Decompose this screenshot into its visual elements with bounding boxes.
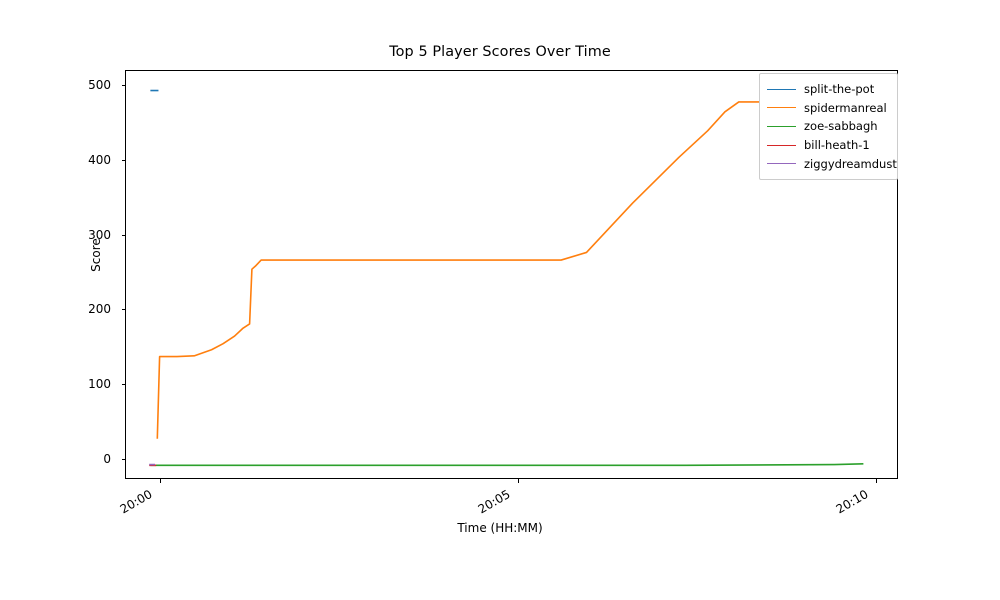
ytick-mark-400 [121,159,126,161]
legend-color-swatch-icon-4 [767,163,796,165]
ytick-label-200: 200 [88,302,111,317]
legend-label-3: bill-heath-1 [804,138,870,153]
legend-item-3: bill-heath-1 [767,136,890,155]
legend-label-4: ziggydreamdust [804,156,897,171]
xtick-label-2010: 20:10 [833,487,871,517]
ytick-label-500: 500 [88,78,111,92]
ytick-label-0: 0 [103,452,111,466]
legend-color-swatch-icon-0 [767,88,796,90]
ytick-mark-300 [121,234,126,236]
chart-plot-area [149,89,893,467]
xtick-label-2000: 20:00 [117,487,155,517]
xtick-label-2005: 20:05 [475,487,513,517]
legend-color-swatch-icon-3 [767,144,796,146]
legend-item-4: ziggydreamdust [767,154,897,173]
ytick-label-300: 300 [88,227,111,242]
legend-item-2: zoe-sabbagh [767,117,890,136]
ytick-mark-500 [121,85,126,87]
x-axis-label: Time (HH:MM) [457,521,543,535]
legend-color-swatch-icon-1 [767,107,796,109]
ytick-mark-200 [121,309,126,311]
series-line-spidermanreal [156,101,893,439]
legend-color-swatch-icon-2 [767,125,796,127]
chart-title: Top 5 Player Scores Over Time [389,44,611,60]
xtick-mark-2010 [876,479,878,483]
ytick-mark-100 [121,384,126,386]
series-line-zoe-sabbagh [150,463,864,467]
ytick-label-400: 400 [88,152,111,167]
legend-label-1: spidermanreal [804,100,887,115]
legend-label-0: split-the-pot [804,82,875,97]
y-axis-label: Score [89,238,103,272]
ytick-label-100: 100 [88,377,111,392]
legend-item-0: split-the-pot [767,80,890,99]
legend-item-1: spidermanreal [767,99,890,118]
xtick-mark-2000 [160,479,162,483]
ytick-mark-0 [121,459,126,461]
chart-legend: split-the-pot spidermanreal zoe-sabbagh … [759,73,898,180]
legend-label-2: zoe-sabbagh [804,119,878,134]
xtick-mark-2005 [518,479,520,483]
